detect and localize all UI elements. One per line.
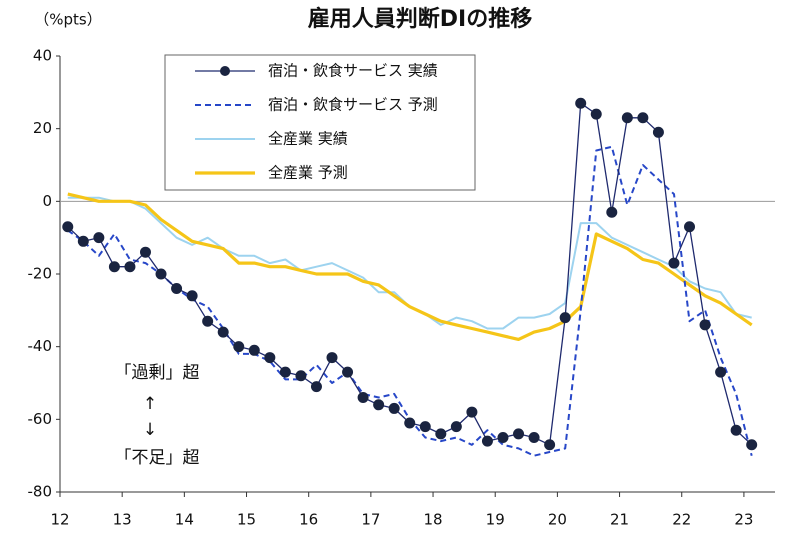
legend-label: 宿泊・飲食サービス 予測 <box>268 96 438 114</box>
data-point <box>404 417 416 429</box>
x-tick-label: 12 <box>50 511 69 529</box>
y-unit-label: （%pts） <box>34 11 101 29</box>
annotation: ↓ <box>143 420 157 440</box>
y-tick-label: 40 <box>33 47 52 65</box>
data-point <box>559 312 571 324</box>
data-point <box>373 399 385 411</box>
x-tick-label: 16 <box>299 511 318 529</box>
x-tick-label: 13 <box>113 511 132 529</box>
data-point <box>606 206 618 218</box>
data-point <box>575 97 587 109</box>
x-tick-label: 15 <box>237 511 256 529</box>
data-point <box>93 232 105 244</box>
y-tick-label: -20 <box>28 265 53 283</box>
data-point <box>342 366 354 378</box>
data-point <box>668 257 680 269</box>
data-point <box>730 424 742 436</box>
data-point <box>699 319 711 331</box>
y-tick-label: 0 <box>42 192 52 210</box>
data-point <box>77 235 89 247</box>
data-point <box>450 421 462 433</box>
data-point <box>513 428 525 440</box>
x-tick-label: 21 <box>610 511 629 529</box>
legend-label: 全産業 予測 <box>268 164 348 182</box>
y-tick-label: -40 <box>28 337 53 355</box>
data-point <box>621 112 633 124</box>
data-point <box>264 352 276 364</box>
data-point <box>326 352 338 364</box>
data-point <box>124 261 136 273</box>
legend-marker <box>220 66 230 76</box>
annotation: ↑ <box>143 394 157 414</box>
data-point <box>233 341 245 353</box>
data-point <box>108 261 120 273</box>
annotation: 「不足」超 <box>115 448 200 468</box>
data-point <box>279 366 291 378</box>
series-line <box>67 192 753 341</box>
data-point <box>497 432 509 443</box>
data-point <box>139 246 151 258</box>
series-line <box>67 145 753 457</box>
data-point <box>528 432 540 443</box>
x-tick-label: 20 <box>548 511 567 529</box>
data-point <box>590 108 602 120</box>
data-point <box>295 370 307 382</box>
data-point <box>684 221 696 233</box>
data-point <box>544 439 556 451</box>
x-tick-label: 19 <box>486 511 505 529</box>
data-point <box>248 344 260 356</box>
x-tick-label: 18 <box>423 511 442 529</box>
data-point <box>171 283 183 295</box>
data-point <box>186 290 198 302</box>
data-point <box>62 221 74 233</box>
x-tick-label: 23 <box>734 511 753 529</box>
legend-box <box>164 54 476 191</box>
data-point <box>419 421 431 433</box>
data-point <box>217 326 229 338</box>
data-point <box>388 402 400 414</box>
data-point <box>357 392 369 404</box>
y-tick-label: -80 <box>28 483 53 501</box>
x-tick-label: 17 <box>361 511 380 529</box>
y-tick-label: 20 <box>33 119 52 137</box>
y-tick-label: -60 <box>28 410 53 428</box>
data-point <box>715 366 727 378</box>
annotation: 「過剰」超 <box>115 363 200 383</box>
data-point <box>155 268 167 280</box>
legend-label: 全産業 実績 <box>268 130 348 148</box>
series-line <box>67 196 752 330</box>
chart-title: 雇用人員判断DIの推移 <box>308 6 532 32</box>
data-point <box>746 439 758 451</box>
data-point <box>466 406 478 418</box>
x-tick-label: 14 <box>175 511 194 529</box>
data-point <box>637 112 649 124</box>
data-point <box>310 381 322 393</box>
data-point <box>481 435 493 447</box>
legend-label: 宿泊・飲食サービス 実績 <box>268 62 438 80</box>
data-point <box>202 315 214 327</box>
x-tick-label: 22 <box>672 511 691 529</box>
data-point <box>652 126 664 138</box>
data-point <box>435 428 447 440</box>
